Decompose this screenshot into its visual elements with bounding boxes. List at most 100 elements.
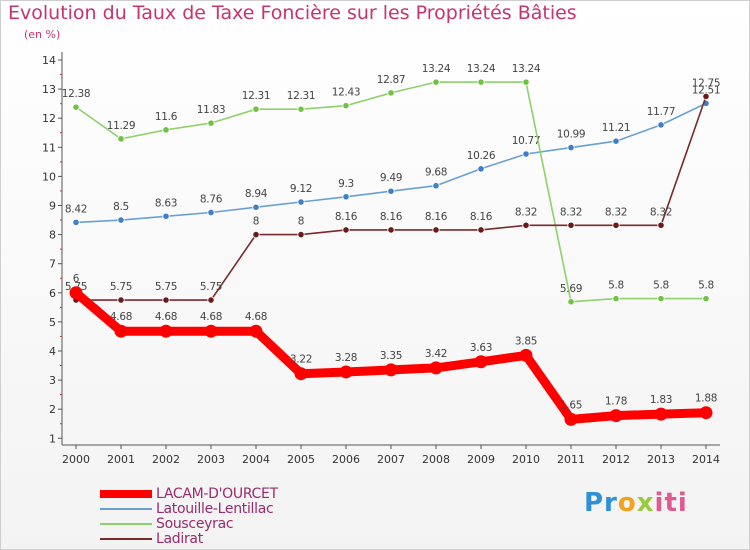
x-tick-label-2009: 2009	[467, 453, 495, 466]
data-point-lacam-d-ourcet-2008	[429, 361, 443, 375]
x-tick-label-2006: 2006	[332, 453, 360, 466]
data-label-lacam-d-ourcet-2008: 3.42	[425, 348, 447, 360]
data-point-lacam-d-ourcet-2006	[339, 365, 353, 379]
data-point-ladirat-2009	[477, 226, 485, 234]
data-point-latouille-lentillac-2007	[387, 187, 395, 195]
data-point-sousceyrac-2012	[612, 295, 620, 303]
logo-part-1: Pr	[584, 488, 618, 518]
data-point-lacam-d-ourcet-2001	[114, 324, 128, 338]
x-tick-label-2005: 2005	[287, 453, 315, 466]
data-point-sousceyrac-2008	[432, 78, 440, 86]
data-label-sousceyrac-2009: 13.24	[467, 63, 496, 75]
x-tick-label-2012: 2012	[602, 453, 630, 466]
data-label-ladirat-2008: 8.16	[425, 211, 448, 223]
legend-swatch-sousceyrac	[100, 522, 152, 525]
legend: LACAM-D'OURCET Latouille-Lentillac Sousc…	[100, 486, 278, 547]
data-label-lacam-d-ourcet-2006: 3.28	[335, 352, 357, 364]
data-label-lacam-d-ourcet-2001: 4.68	[110, 311, 132, 323]
y-tick-label-2: 2	[49, 403, 56, 416]
data-point-ladirat-2012	[612, 221, 620, 229]
logo-part-2: o	[617, 488, 637, 518]
data-label-latouille-lentillac-2003: 8.76	[200, 193, 223, 205]
data-point-ladirat-2005	[297, 231, 305, 239]
data-label-latouille-lentillac-2004: 8.94	[245, 188, 268, 200]
y-tick-label-13: 13	[42, 83, 56, 96]
data-label-lacam-d-ourcet-2014: 1.88	[695, 393, 717, 405]
data-label-sousceyrac-2003: 11.83	[197, 104, 226, 116]
data-label-sousceyrac-2012: 5.8	[608, 280, 624, 292]
data-point-lacam-d-ourcet-2000	[69, 286, 83, 300]
data-label-sousceyrac-2010: 13.24	[512, 63, 541, 75]
data-label-sousceyrac-2001: 11.29	[107, 120, 136, 132]
data-point-ladirat-2001	[117, 296, 125, 304]
data-point-sousceyrac-2014	[702, 295, 710, 303]
data-point-sousceyrac-2010	[522, 78, 530, 86]
data-label-ladirat-2012: 8.32	[605, 206, 627, 218]
data-label-ladirat-2013: 8.32	[650, 206, 672, 218]
logo-part-3: x	[636, 488, 655, 518]
legend-label-ladirat: Ladirat	[156, 530, 203, 547]
data-label-ladirat-2005: 8	[298, 216, 304, 228]
data-label-latouille-lentillac-2005: 9.12	[290, 183, 312, 195]
data-point-ladirat-2010	[522, 221, 530, 229]
chart-title: Evolution du Taux de Taxe Foncière sur l…	[8, 2, 577, 24]
data-point-sousceyrac-2006	[342, 102, 350, 110]
proxiti-logo: Proxiti	[584, 488, 688, 518]
legend-swatch-latouille	[100, 507, 152, 510]
data-point-lacam-d-ourcet-2002	[159, 324, 173, 338]
data-label-ladirat-2010: 8.32	[515, 206, 537, 218]
logo-part-4: iti	[654, 488, 688, 518]
x-tick-label-2002: 2002	[152, 453, 180, 466]
y-tick-label-8: 8	[49, 229, 56, 242]
data-point-sousceyrac-2004	[252, 105, 260, 113]
data-point-lacam-d-ourcet-2010	[519, 348, 533, 362]
data-point-sousceyrac-2000	[72, 103, 80, 111]
data-point-latouille-lentillac-2010	[522, 150, 530, 158]
legend-item-latouille: Latouille-Lentillac	[100, 501, 278, 517]
legend-swatch-lacam	[100, 489, 152, 498]
data-point-latouille-lentillac-2011	[567, 143, 575, 152]
data-label-sousceyrac-2005: 12.31	[287, 90, 316, 102]
x-tick-label-2007: 2007	[377, 453, 405, 466]
data-label-latouille-lentillac-2008: 9.68	[425, 167, 447, 179]
x-tick-label-2004: 2004	[242, 453, 270, 466]
data-point-ladirat-2007	[387, 226, 395, 234]
data-point-ladirat-2011	[567, 221, 575, 229]
data-label-latouille-lentillac-2014: 12.51	[692, 84, 721, 96]
legend-item-ladirat: Ladirat	[100, 530, 278, 547]
data-label-ladirat-2007: 8.16	[380, 211, 403, 223]
data-label-ladirat-2006: 8.16	[335, 211, 358, 223]
data-label-ladirat-2003: 5.75	[200, 281, 222, 293]
data-label-sousceyrac-2014: 5.8	[698, 280, 714, 292]
data-point-ladirat-2002	[162, 296, 170, 304]
data-label-latouille-lentillac-2012: 11.21	[602, 122, 631, 134]
data-label-ladirat-2014: 12.75	[692, 77, 721, 89]
data-label-sousceyrac-2013: 5.8	[653, 280, 669, 292]
data-point-lacam-d-ourcet-2005	[294, 367, 308, 381]
data-point-ladirat-2004	[252, 231, 260, 239]
data-label-sousceyrac-2007: 12.87	[377, 74, 406, 86]
data-point-latouille-lentillac-2008	[432, 182, 440, 190]
data-label-latouille-lentillac-2010: 10.77	[512, 135, 541, 147]
data-label-ladirat-2002: 5.75	[155, 281, 177, 293]
y-tick-label-11: 11	[42, 141, 56, 154]
data-point-latouille-lentillac-2006	[342, 193, 350, 201]
data-label-ladirat-2009: 8.16	[470, 211, 493, 223]
y-tick-label-9: 9	[49, 200, 56, 213]
data-point-ladirat-2013	[657, 221, 665, 229]
data-point-ladirat-2008	[432, 226, 440, 234]
data-label-lacam-d-ourcet-2009: 3.63	[470, 342, 492, 354]
data-point-ladirat-2003	[207, 296, 215, 304]
data-label-lacam-d-ourcet-2002: 4.68	[155, 311, 177, 323]
x-tick-label-2003: 2003	[197, 453, 225, 466]
y-tick-label-1: 1	[49, 432, 56, 445]
data-label-sousceyrac-2000: 12.38	[62, 88, 91, 100]
y-tick-label-6: 6	[49, 287, 56, 300]
data-point-lacam-d-ourcet-2013	[654, 407, 668, 421]
data-point-lacam-d-ourcet-2009	[474, 355, 488, 369]
data-point-latouille-lentillac-2013	[657, 121, 665, 129]
data-point-lacam-d-ourcet-2011	[564, 412, 578, 426]
data-label-latouille-lentillac-2001: 8.5	[113, 201, 129, 213]
data-point-latouille-lentillac-2003	[207, 208, 215, 217]
